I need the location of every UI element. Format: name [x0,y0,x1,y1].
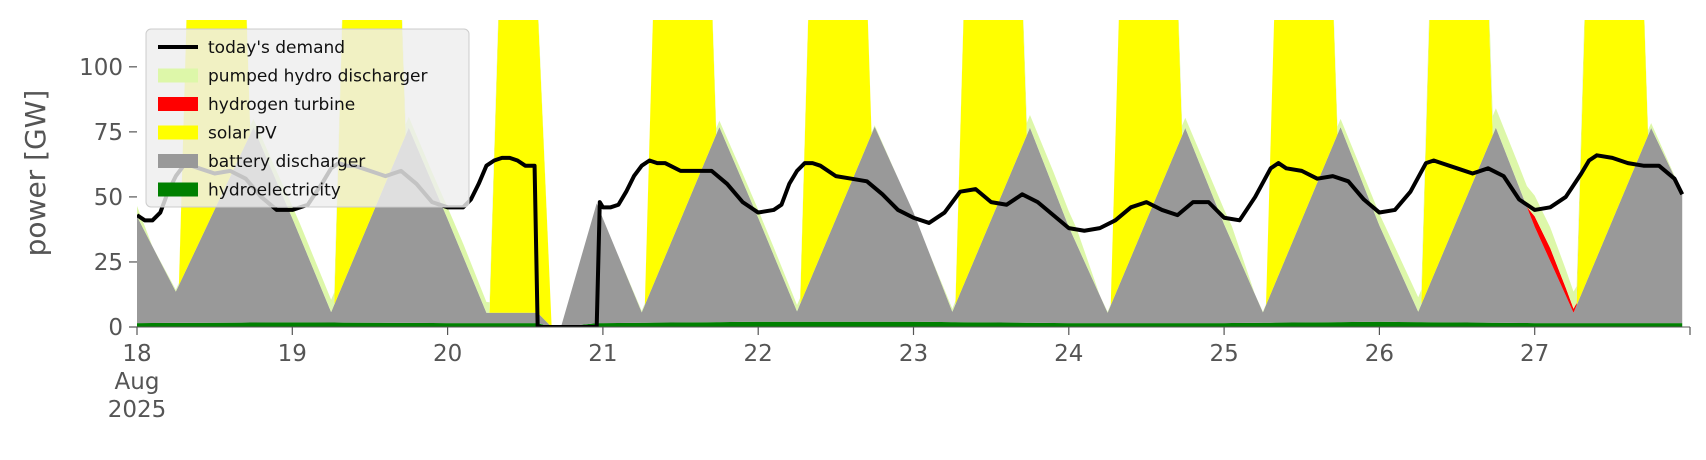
axes-layer: 0 25 50 75 100 18 Aug 2025 19 20 21 22 23 24 25 26 27 [79,55,1691,423]
y-tick-label: 50 [94,185,123,211]
y-tick-label: 0 [108,315,123,341]
x-tick-label: 25 [1209,341,1238,367]
area-hydroelectricity [137,321,1683,327]
legend-label-battery-discharger: battery discharger [208,152,365,172]
x-tick-label: 19 [278,341,307,367]
area-solar-pv [137,20,1683,327]
legend-box [145,28,470,208]
legend-label-today-s-demand: today's demand [208,38,345,58]
y-tick-label: 25 [94,250,123,276]
x-tick-label: 22 [744,341,773,367]
x-tick-label: 26 [1365,341,1394,367]
legend-swatch-pumped-hydro-discharger [158,68,198,83]
area-battery-discharger [137,126,1683,327]
legend-label-solar-pv: solar PV [208,124,277,144]
legend-label-hydroelectricity: hydroelectricity [208,181,341,201]
x-tick-label: 27 [1520,341,1549,367]
x-tick-label: 18 Aug 2025 [108,341,167,423]
legend-swatch-hydrogen-turbine [158,97,198,111]
legend-label-hydrogen-turbine: hydrogen turbine [208,95,355,115]
legend-swatch-solar-pv [158,125,198,140]
legend-swatch-battery-discharger [158,154,198,168]
x-tick-label: 20 [433,341,462,367]
legend: today's demand pumped hydro discharger hyd… [145,28,470,208]
y-axis-label: power [GW] [19,90,52,257]
x-tick-label: 21 [588,341,617,367]
y-tick-label: 100 [79,55,123,81]
legend-label-pumped-hydro-discharger: pumped hydro discharger [208,67,427,87]
x-tick-label: 24 [1054,341,1083,367]
legend-swatch-hydroelectricity [158,182,198,197]
area-layer [137,20,1683,327]
y-tick-label: 75 [94,120,123,146]
x-tick-label: 23 [899,341,928,367]
